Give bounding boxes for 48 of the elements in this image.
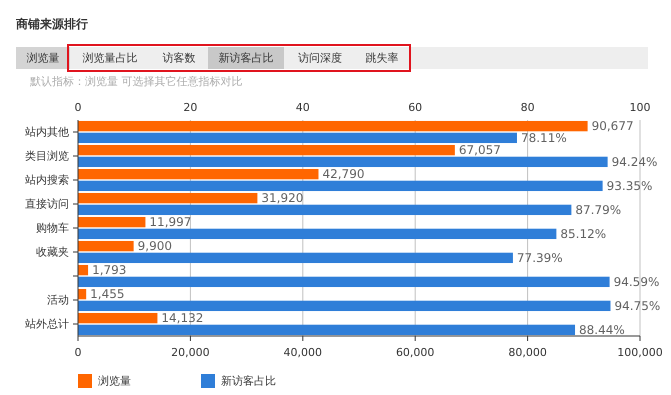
text: 访问深度 bbox=[298, 52, 342, 64]
data-label: 1,455 bbox=[90, 287, 125, 302]
x2-tick-label: 60 bbox=[408, 101, 422, 114]
text: 浏览量 bbox=[26, 52, 60, 64]
x-tick-label: 80,000 bbox=[508, 346, 547, 359]
data-label: 94.24% bbox=[612, 154, 658, 169]
x2-tick-label: 0 bbox=[74, 101, 82, 114]
data-label: 78.11% bbox=[520, 130, 567, 145]
y-tick-label: 类目浏览 bbox=[25, 150, 69, 162]
x-tick-label: 20,000 bbox=[171, 346, 210, 359]
data-label: 77.39% bbox=[516, 250, 563, 265]
data-label: 93.35% bbox=[606, 178, 652, 193]
data-label: 67,057 bbox=[458, 143, 501, 158]
text: 浏览量占比 bbox=[82, 52, 138, 64]
x2-tick-label: 40 bbox=[296, 101, 310, 114]
data-label: 90,677 bbox=[592, 119, 634, 134]
x-tick-label: 60,000 bbox=[396, 346, 434, 359]
text: 访客数 bbox=[162, 52, 196, 64]
legend-label: 新访客占比 bbox=[221, 374, 276, 388]
y-tick-label: 购物车 bbox=[36, 222, 69, 234]
data-label: 88.44% bbox=[579, 322, 625, 337]
legend-label: 浏览量 bbox=[98, 374, 131, 388]
text: 跳失率 bbox=[366, 52, 398, 64]
data-label: 42,790 bbox=[322, 167, 364, 182]
data-label: 1,793 bbox=[92, 263, 126, 278]
data-label: 85.12% bbox=[560, 226, 606, 241]
y-tick-label: 站外总计 bbox=[25, 318, 69, 330]
x2-tick-label: 80 bbox=[520, 101, 535, 114]
text: 新访客占比 bbox=[218, 52, 274, 64]
data-label: 87.79% bbox=[575, 202, 622, 217]
chart-title: 商铺来源排行 bbox=[15, 17, 88, 31]
y-tick-label: 站内其他 bbox=[25, 126, 69, 138]
data-label: 14,132 bbox=[161, 311, 204, 326]
y-tick-label: 站内搜索 bbox=[25, 174, 69, 186]
x2-tick-label: 100 bbox=[630, 101, 650, 114]
y-tick-label: 活动 bbox=[47, 294, 69, 306]
data-label: 9,900 bbox=[138, 239, 172, 254]
x-tick-label: 40,000 bbox=[284, 346, 322, 359]
data-label: 31,920 bbox=[261, 191, 304, 206]
x2-tick-label: 20 bbox=[183, 101, 198, 114]
data-label: 94.59% bbox=[614, 274, 660, 289]
x-tick-label: 0 bbox=[74, 346, 82, 359]
x-tick-label: 100,000 bbox=[617, 346, 663, 359]
chart-subtitle: 默认指标：浏览量 可选择其它任意指标对比 bbox=[29, 75, 242, 88]
y-tick-label: 直接访问 bbox=[25, 198, 69, 210]
data-label: 11,997 bbox=[149, 215, 192, 230]
y-tick-label: 收藏夹 bbox=[36, 246, 69, 258]
data-label: 94.75% bbox=[614, 298, 660, 313]
